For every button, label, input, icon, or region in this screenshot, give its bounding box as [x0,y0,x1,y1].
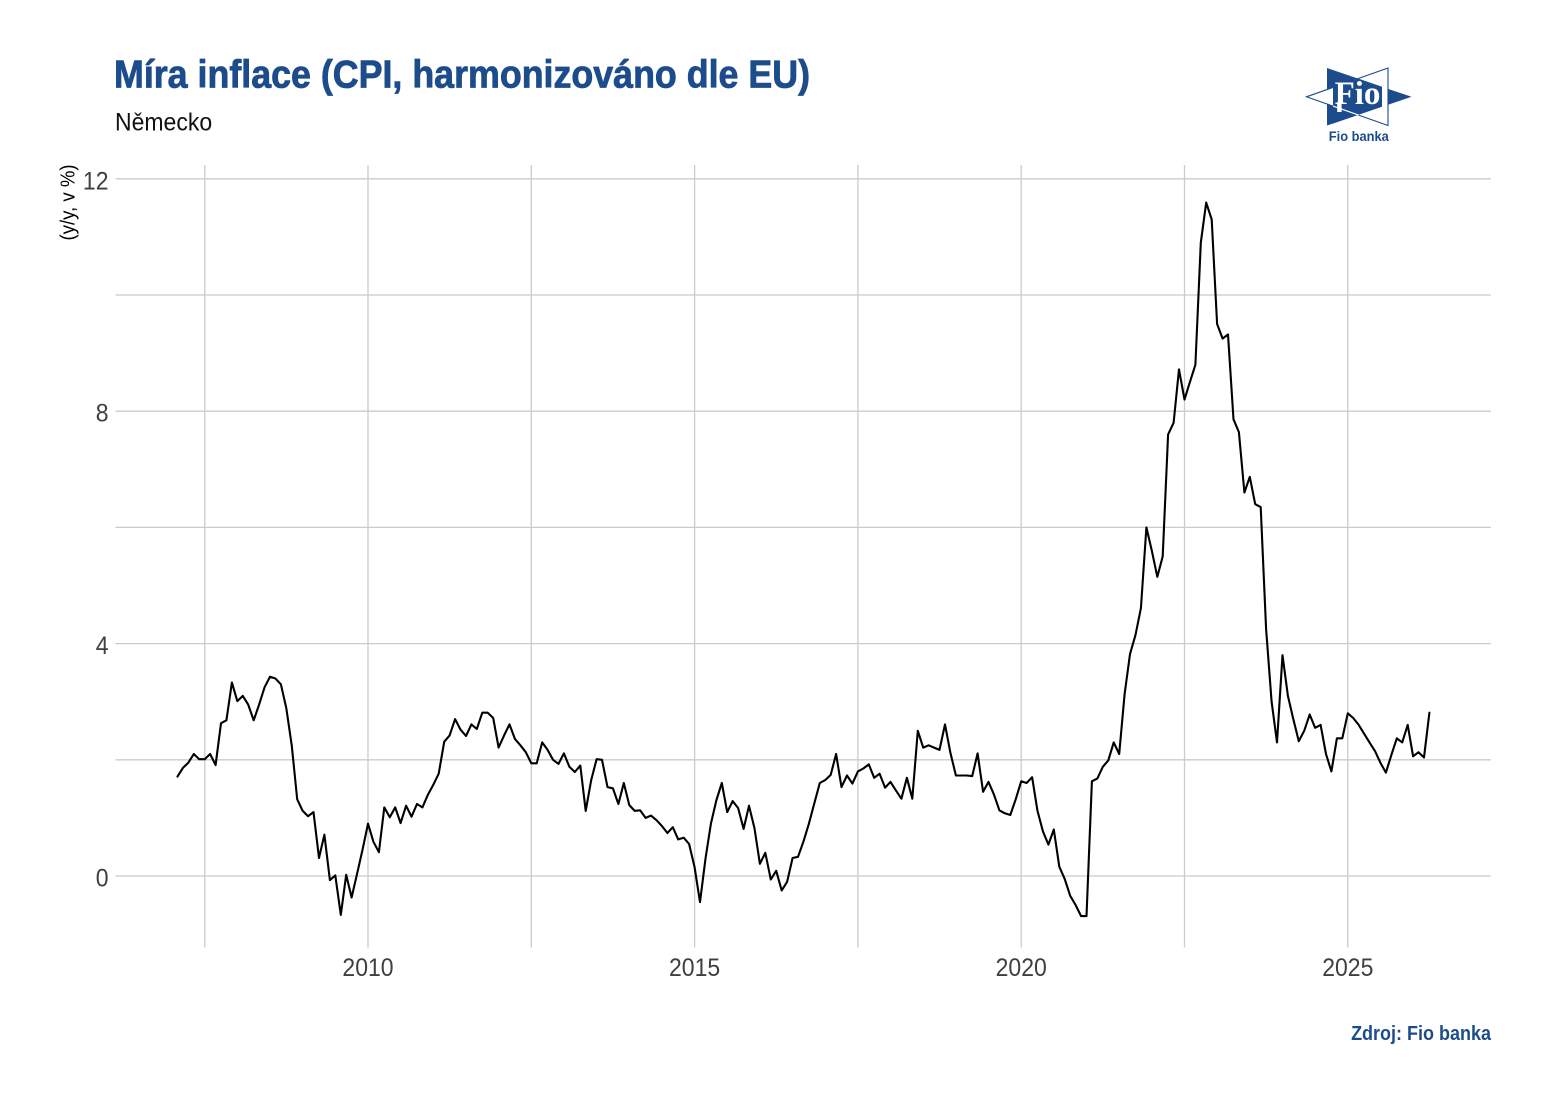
svg-text:2020: 2020 [996,954,1047,982]
svg-text:Zdroj: Fio banka: Zdroj: Fio banka [1351,1023,1491,1045]
svg-text:Fio: Fio [1335,76,1381,112]
svg-text:4: 4 [96,632,109,660]
svg-text:2025: 2025 [1322,954,1373,982]
svg-text:(y/y, v %): (y/y, v %) [58,164,80,240]
svg-text:Fio banka: Fio banka [1329,128,1390,144]
svg-text:Míra inflace (CPI, harmonizová: Míra inflace (CPI, harmonizováno dle EU) [114,52,810,96]
svg-text:Německo: Německo [115,109,212,137]
svg-text:12: 12 [83,167,109,195]
svg-text:0: 0 [96,865,109,893]
svg-text:2015: 2015 [669,954,720,982]
svg-text:8: 8 [96,400,109,428]
svg-text:2010: 2010 [342,954,393,982]
